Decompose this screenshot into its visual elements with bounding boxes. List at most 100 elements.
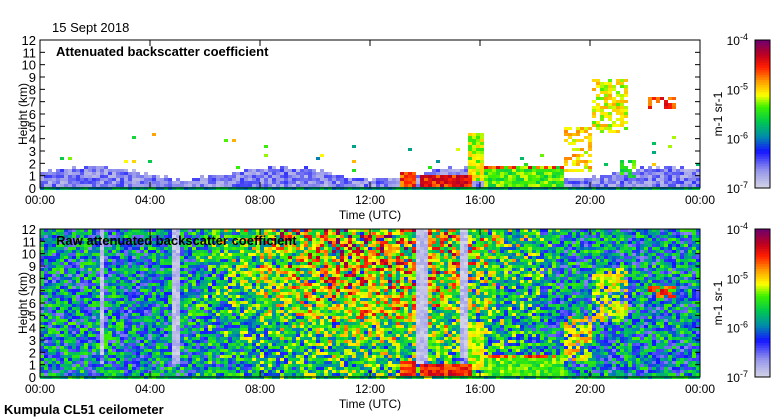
heatmap-cell xyxy=(300,361,304,364)
heatmap-cell xyxy=(292,337,296,340)
heatmap-cell xyxy=(128,367,132,370)
heatmap-cell xyxy=(88,244,92,247)
heatmap-cell xyxy=(96,331,100,334)
heatmap-cell xyxy=(120,232,124,235)
heatmap-cell xyxy=(148,292,152,295)
heatmap-cell xyxy=(612,121,616,124)
heatmap-cell xyxy=(356,178,360,181)
heatmap-cell xyxy=(252,313,256,316)
heatmap-cell xyxy=(184,355,188,358)
heatmap-cell xyxy=(132,367,136,370)
heatmap-cell xyxy=(48,343,52,346)
heatmap-cell xyxy=(604,97,608,100)
heatmap-cell xyxy=(252,295,256,298)
heatmap-cell xyxy=(308,280,312,283)
heatmap-cell xyxy=(352,181,356,184)
heatmap-cell xyxy=(184,229,188,232)
heatmap-cell xyxy=(236,280,240,283)
heatmap-cell xyxy=(104,277,108,280)
heatmap-cell xyxy=(108,313,112,316)
heatmap-cell xyxy=(168,355,172,358)
heatmap-cell xyxy=(312,247,316,250)
heatmap-cell xyxy=(192,343,196,346)
heatmap-cell xyxy=(316,157,320,160)
heatmap-cell xyxy=(300,337,304,340)
heatmap-cell xyxy=(168,310,172,313)
heatmap-cell xyxy=(108,259,112,262)
heatmap-cell xyxy=(96,313,100,316)
heatmap-cell xyxy=(132,349,136,352)
heatmap-cell xyxy=(96,319,100,322)
heatmap-cell xyxy=(204,274,208,277)
heatmap-cell xyxy=(252,298,256,301)
heatmap-cell xyxy=(260,277,264,280)
heatmap-cell xyxy=(44,280,48,283)
heatmap-cell xyxy=(576,139,580,142)
heatmap-cell xyxy=(308,265,312,268)
heatmap-cell xyxy=(168,289,172,292)
heatmap-cell xyxy=(260,292,264,295)
heatmap-cell xyxy=(132,373,136,376)
heatmap-cell xyxy=(260,358,264,361)
colorbar-segment xyxy=(755,143,770,147)
heatmap-cell xyxy=(224,346,228,349)
heatmap-cell xyxy=(172,334,176,337)
heatmap-cell xyxy=(100,316,104,319)
heatmap-cell xyxy=(80,364,84,367)
heatmap-cell xyxy=(280,262,284,265)
heatmap-cell xyxy=(136,295,140,298)
heatmap-cell xyxy=(132,253,136,256)
heatmap-cell xyxy=(200,265,204,268)
heatmap-cell xyxy=(48,286,52,289)
heatmap-cell xyxy=(256,370,260,373)
heatmap-cell xyxy=(316,361,320,364)
heatmap-cell xyxy=(72,286,76,289)
heatmap-cell xyxy=(100,307,104,310)
heatmap-cell xyxy=(644,181,648,184)
heatmap-cell xyxy=(172,373,176,376)
heatmap-cell xyxy=(232,367,236,370)
heatmap-cell xyxy=(292,247,296,250)
heatmap-cell xyxy=(628,181,632,184)
heatmap-cell xyxy=(620,85,624,88)
heatmap-cell xyxy=(116,340,120,343)
heatmap-cell xyxy=(108,370,112,373)
heatmap-cell xyxy=(52,343,56,346)
heatmap-cell xyxy=(600,106,604,109)
heatmap-cell xyxy=(160,295,164,298)
heatmap-cell xyxy=(268,313,272,316)
heatmap-cell xyxy=(220,310,224,313)
heatmap-cell xyxy=(204,325,208,328)
heatmap-cell xyxy=(140,241,144,244)
heatmap-cell xyxy=(104,175,108,178)
heatmap-cell xyxy=(316,253,320,256)
heatmap-cell xyxy=(504,166,508,169)
heatmap-cell xyxy=(212,274,216,277)
heatmap-cell xyxy=(184,262,188,265)
heatmap-cell xyxy=(68,238,72,241)
heatmap-cell xyxy=(244,283,248,286)
heatmap-cell xyxy=(156,298,160,301)
heatmap-cell xyxy=(256,343,260,346)
heatmap-cell xyxy=(180,364,184,367)
heatmap-cell xyxy=(132,346,136,349)
heatmap-cell xyxy=(136,274,140,277)
heatmap-cell xyxy=(88,319,92,322)
heatmap-cell xyxy=(76,304,80,307)
heatmap-cell xyxy=(224,316,228,319)
heatmap-cell xyxy=(232,286,236,289)
heatmap-cell xyxy=(148,175,152,178)
heatmap-cell xyxy=(304,247,308,250)
heatmap-cell xyxy=(668,181,672,184)
heatmap-cell xyxy=(200,274,204,277)
heatmap-cell xyxy=(176,325,180,328)
heatmap-cell xyxy=(528,178,532,181)
heatmap-cell xyxy=(244,307,248,310)
heatmap-cell xyxy=(44,343,48,346)
heatmap-cell xyxy=(132,241,136,244)
heatmap-cell xyxy=(52,373,56,376)
heatmap-cell xyxy=(272,172,276,175)
heatmap-cell xyxy=(104,289,108,292)
heatmap-cell xyxy=(124,268,128,271)
colorbar-segment xyxy=(755,94,770,98)
